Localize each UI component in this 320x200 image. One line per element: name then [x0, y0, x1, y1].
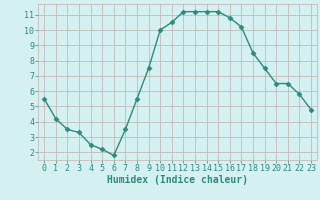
X-axis label: Humidex (Indice chaleur): Humidex (Indice chaleur)	[107, 175, 248, 185]
